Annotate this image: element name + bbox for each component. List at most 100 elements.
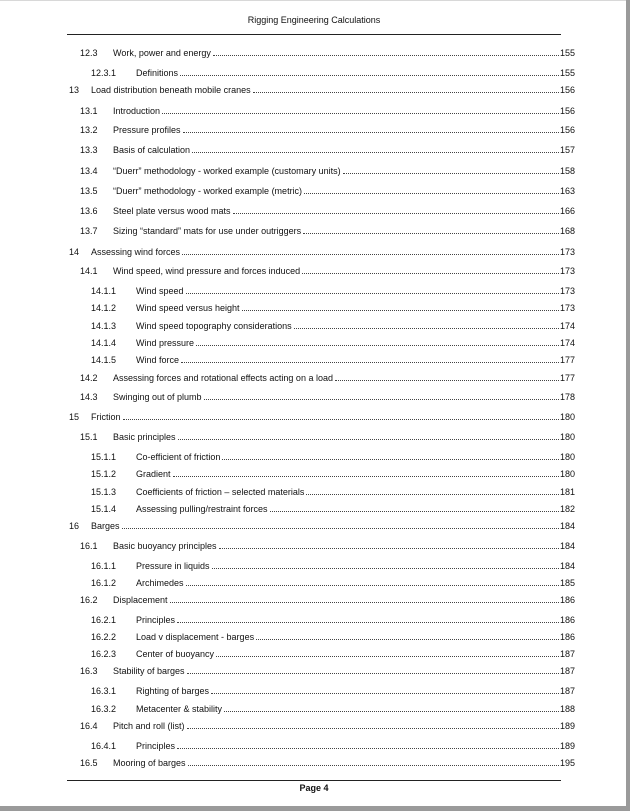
toc-entry[interactable]: 14.1 Wind speed, wind pressure and force… <box>67 265 575 277</box>
toc-entry-page[interactable]: 189 <box>559 741 575 751</box>
toc-entry[interactable]: 16.1.1 Pressure in liquids 184 <box>67 560 575 572</box>
toc-entry-page[interactable]: 180 <box>559 452 575 462</box>
toc-entry-page[interactable]: 155 <box>559 68 575 78</box>
toc-entry-page[interactable]: 163 <box>559 186 575 196</box>
toc-entry-page[interactable]: 173 <box>559 303 575 313</box>
toc-entry-page[interactable]: 155 <box>559 48 575 58</box>
toc-entry-page[interactable]: 195 <box>559 758 575 768</box>
toc-entry-title[interactable]: Basic principles <box>113 431 177 443</box>
toc-entry[interactable]: 13.7 Sizing “standard” mats for use unde… <box>67 225 575 237</box>
toc-entry-page[interactable]: 181 <box>559 487 575 497</box>
toc-entry[interactable]: 14.1.1 Wind speed 173 <box>67 285 575 297</box>
toc-entry-title[interactable]: Friction <box>91 411 122 423</box>
toc-entry-title[interactable]: Metacenter & stability <box>136 703 224 715</box>
toc-entry[interactable]: 13.3 Basis of calculation 157 <box>67 144 575 156</box>
toc-entry[interactable]: 16.2.3 Center of buoyancy 187 <box>67 648 575 660</box>
toc-entry-title[interactable]: Wind force <box>136 354 181 366</box>
toc-entry-title[interactable]: Co-efficient of friction <box>136 451 222 463</box>
toc-entry-page[interactable]: 188 <box>559 704 575 714</box>
toc-entry-page[interactable]: 182 <box>559 504 575 514</box>
toc-entry-page[interactable]: 187 <box>559 666 575 676</box>
toc-entry-page[interactable]: 186 <box>559 632 575 642</box>
toc-entry-title[interactable]: Pressure profiles <box>113 124 182 136</box>
toc-entry[interactable]: 16.1 Basic buoyancy principles 184 <box>67 540 575 552</box>
toc-entry-title[interactable]: Righting of barges <box>136 685 211 697</box>
toc-entry[interactable]: 14.1.5 Wind force 177 <box>67 354 575 366</box>
toc-entry-title[interactable]: Coefficients of friction – selected mate… <box>136 486 306 498</box>
toc-entry[interactable]: 16.5 Mooring of barges 195 <box>67 757 575 769</box>
toc-entry[interactable]: 14.3 Swinging out of plumb 178 <box>67 391 575 403</box>
toc-entry[interactable]: 16.2.1 Principles 186 <box>67 614 575 626</box>
toc-entry-title[interactable]: Pitch and roll (list) <box>113 720 186 732</box>
toc-entry-title[interactable]: Principles <box>136 740 177 752</box>
toc-entry[interactable]: 16 Barges 184 <box>67 520 575 532</box>
toc-entry-page[interactable]: 177 <box>559 373 575 383</box>
toc-entry[interactable]: 14.2 Assessing forces and rotational eff… <box>67 372 575 384</box>
toc-entry-title[interactable]: Archimedes <box>136 577 185 589</box>
toc-entry[interactable]: 13.6 Steel plate versus wood mats 166 <box>67 205 575 217</box>
toc-entry-page[interactable]: 166 <box>559 206 575 216</box>
toc-entry-title[interactable]: Assessing pulling/restraint forces <box>136 503 269 515</box>
toc-entry-title[interactable]: Steel plate versus wood mats <box>113 205 232 217</box>
toc-entry-title[interactable]: Pressure in liquids <box>136 560 211 572</box>
toc-entry-page[interactable]: 184 <box>559 541 575 551</box>
toc-entry[interactable]: 16.3.2 Metacenter & stability 188 <box>67 703 575 715</box>
toc-entry[interactable]: 15.1 Basic principles 180 <box>67 431 575 443</box>
toc-entry[interactable]: 15.1.1 Co-efficient of friction 180 <box>67 451 575 463</box>
toc-entry[interactable]: 13.4 “Duerr” methodology - worked exampl… <box>67 165 575 177</box>
toc-entry-page[interactable]: 156 <box>559 85 575 95</box>
toc-entry[interactable]: 16.4.1 Principles 189 <box>67 740 575 752</box>
toc-entry-page[interactable]: 180 <box>559 432 575 442</box>
toc-entry-page[interactable]: 174 <box>559 338 575 348</box>
toc-entry-title[interactable]: Mooring of barges <box>113 757 187 769</box>
toc-entry[interactable]: 13.1 Introduction 156 <box>67 105 575 117</box>
toc-entry-title[interactable]: Displacement <box>113 594 169 606</box>
toc-entry-page[interactable]: 157 <box>559 145 575 155</box>
toc-entry-page[interactable]: 180 <box>559 469 575 479</box>
toc-entry-page[interactable]: 177 <box>559 355 575 365</box>
toc-entry[interactable]: 13.2 Pressure profiles 156 <box>67 124 575 136</box>
toc-entry[interactable]: 16.3 Stability of barges 187 <box>67 665 575 677</box>
toc-entry[interactable]: 14 Assessing wind forces 173 <box>67 246 575 258</box>
toc-entry-title[interactable]: Swinging out of plumb <box>113 391 203 403</box>
toc-entry-title[interactable]: Barges <box>91 520 121 532</box>
toc-entry[interactable]: 14.1.4 Wind pressure 174 <box>67 337 575 349</box>
toc-entry[interactable]: 16.3.1 Righting of barges 187 <box>67 685 575 697</box>
toc-entry[interactable]: 12.3 Work, power and energy 155 <box>67 47 575 59</box>
toc-entry-page[interactable]: 184 <box>559 561 575 571</box>
toc-entry-title[interactable]: Load v displacement - barges <box>136 631 256 643</box>
toc-entry[interactable]: 12.3.1 Definitions 155 <box>67 67 575 79</box>
toc-entry-title[interactable]: Wind speed <box>136 285 185 297</box>
toc-entry-page[interactable]: 184 <box>559 521 575 531</box>
toc-entry-page[interactable]: 168 <box>559 226 575 236</box>
toc-entry-title[interactable]: Wind speed, wind pressure and forces ind… <box>113 265 302 277</box>
toc-entry-page[interactable]: 187 <box>559 649 575 659</box>
toc-entry-title[interactable]: Wind speed topography considerations <box>136 320 293 332</box>
toc-entry-page[interactable]: 178 <box>559 392 575 402</box>
toc-entry-title[interactable]: Assessing wind forces <box>91 246 182 258</box>
toc-entry-title[interactable]: Basis of calculation <box>113 144 192 156</box>
toc-entry-page[interactable]: 173 <box>559 247 575 257</box>
toc-entry[interactable]: 16.4 Pitch and roll (list) 189 <box>67 720 575 732</box>
toc-entry-title[interactable]: Gradient <box>136 468 172 480</box>
toc-entry[interactable]: 16.2.2 Load v displacement - barges 186 <box>67 631 575 643</box>
toc-entry-page[interactable]: 186 <box>559 595 575 605</box>
toc-entry-title[interactable]: “Duerr” methodology - worked example (me… <box>113 185 304 197</box>
toc-entry-title[interactable]: Work, power and energy <box>113 47 212 59</box>
toc-entry[interactable]: 15 Friction 180 <box>67 411 575 423</box>
toc-entry[interactable]: 15.1.4 Assessing pulling/restraint force… <box>67 503 575 515</box>
toc-entry-title[interactable]: Sizing “standard” mats for use under out… <box>113 225 303 237</box>
toc-entry-page[interactable]: 158 <box>559 166 575 176</box>
toc-entry[interactable]: 15.1.2 Gradient 180 <box>67 468 575 480</box>
toc-entry-page[interactable]: 185 <box>559 578 575 588</box>
toc-entry[interactable]: 13 Load distribution beneath mobile cran… <box>67 84 575 96</box>
toc-entry-page[interactable]: 173 <box>559 266 575 276</box>
toc-entry[interactable]: 16.2 Displacement 186 <box>67 594 575 606</box>
toc-entry[interactable]: 15.1.3 Coefficients of friction – select… <box>67 486 575 498</box>
toc-entry-title[interactable]: Definitions <box>136 67 180 79</box>
toc-entry-page[interactable]: 187 <box>559 686 575 696</box>
toc-entry-page[interactable]: 186 <box>559 615 575 625</box>
toc-entry[interactable]: 14.1.2 Wind speed versus height 173 <box>67 302 575 314</box>
toc-entry-title[interactable]: “Duerr” methodology - worked example (cu… <box>113 165 342 177</box>
toc-entry-page[interactable]: 189 <box>559 721 575 731</box>
